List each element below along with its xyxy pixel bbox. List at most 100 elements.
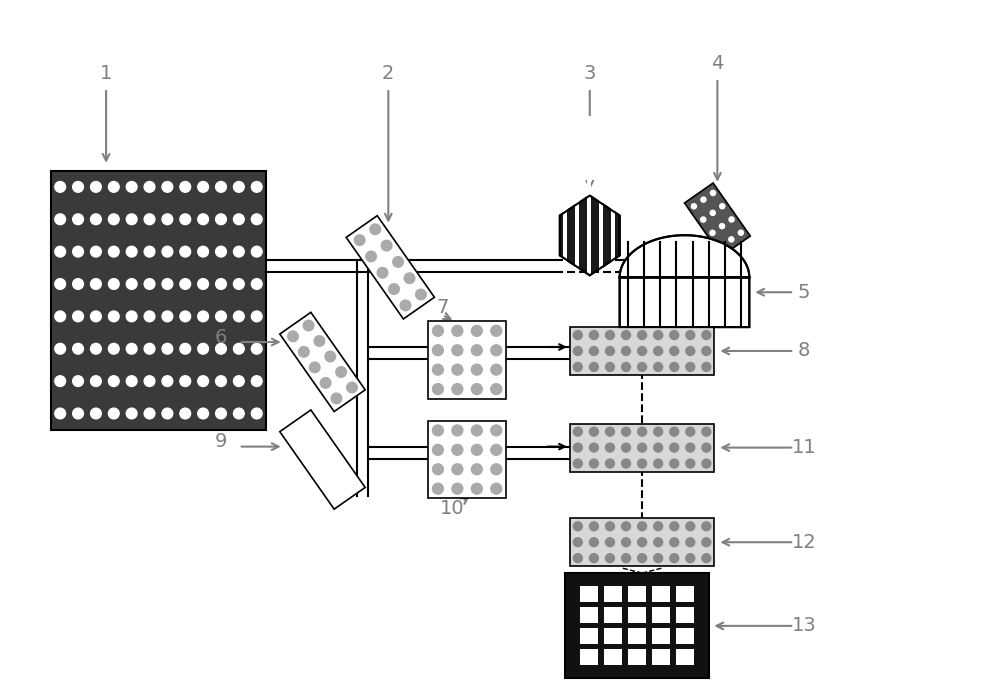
Circle shape <box>432 365 443 375</box>
Circle shape <box>491 425 502 436</box>
Circle shape <box>162 311 173 322</box>
Circle shape <box>216 311 226 322</box>
Circle shape <box>686 362 695 372</box>
Bar <box>570 424 714 471</box>
Circle shape <box>719 243 724 249</box>
Text: 4: 4 <box>711 54 724 72</box>
Circle shape <box>91 311 101 322</box>
Circle shape <box>55 214 66 224</box>
Circle shape <box>233 214 244 224</box>
Bar <box>599 116 603 275</box>
Circle shape <box>180 246 191 257</box>
Circle shape <box>573 330 582 339</box>
Bar <box>652 649 670 665</box>
Circle shape <box>404 273 415 284</box>
Circle shape <box>432 325 443 336</box>
Circle shape <box>471 464 482 475</box>
Circle shape <box>309 362 320 373</box>
Bar <box>676 649 694 665</box>
Circle shape <box>91 246 101 257</box>
Bar <box>652 628 670 644</box>
Circle shape <box>251 344 262 354</box>
Circle shape <box>198 408 208 419</box>
Circle shape <box>622 362 631 372</box>
Circle shape <box>654 459 663 468</box>
Circle shape <box>432 483 443 494</box>
Circle shape <box>381 240 392 251</box>
Circle shape <box>216 376 226 386</box>
Circle shape <box>73 311 83 322</box>
Circle shape <box>606 538 614 546</box>
Circle shape <box>73 376 83 386</box>
Circle shape <box>589 427 598 436</box>
Circle shape <box>432 345 443 355</box>
Bar <box>676 586 694 602</box>
Circle shape <box>389 284 399 294</box>
Bar <box>570 519 714 566</box>
Circle shape <box>198 214 208 224</box>
Circle shape <box>216 279 226 289</box>
Circle shape <box>55 181 66 192</box>
Circle shape <box>126 214 137 224</box>
Circle shape <box>331 393 342 404</box>
Circle shape <box>432 425 443 436</box>
Circle shape <box>471 425 482 436</box>
Circle shape <box>303 320 314 331</box>
Circle shape <box>198 344 208 354</box>
Text: 12: 12 <box>792 533 817 552</box>
Circle shape <box>162 376 173 386</box>
Circle shape <box>670 459 679 468</box>
Circle shape <box>691 204 696 209</box>
Circle shape <box>366 251 376 262</box>
Bar <box>652 607 670 623</box>
Circle shape <box>198 311 208 322</box>
Circle shape <box>233 376 244 386</box>
Circle shape <box>144 214 155 224</box>
Circle shape <box>432 383 443 395</box>
Circle shape <box>491 325 502 336</box>
Circle shape <box>729 237 734 242</box>
Text: 10: 10 <box>440 499 464 518</box>
Circle shape <box>573 427 582 436</box>
Text: 9: 9 <box>215 432 227 451</box>
Circle shape <box>686 427 695 436</box>
Circle shape <box>91 408 101 419</box>
Text: 1: 1 <box>100 63 112 83</box>
Circle shape <box>108 344 119 354</box>
Bar <box>580 649 598 665</box>
Circle shape <box>180 376 191 386</box>
Circle shape <box>108 246 119 257</box>
Circle shape <box>55 408 66 419</box>
Circle shape <box>162 246 173 257</box>
Circle shape <box>710 230 715 236</box>
Circle shape <box>91 181 101 192</box>
Circle shape <box>654 362 663 372</box>
Circle shape <box>638 346 647 355</box>
Circle shape <box>73 246 83 257</box>
Bar <box>575 116 579 275</box>
Circle shape <box>336 367 346 377</box>
Text: 3: 3 <box>584 63 596 83</box>
Circle shape <box>622 553 631 562</box>
Circle shape <box>670 346 679 355</box>
Circle shape <box>377 268 388 278</box>
Circle shape <box>144 246 155 257</box>
Circle shape <box>471 483 482 494</box>
Circle shape <box>622 459 631 468</box>
Circle shape <box>55 279 66 289</box>
Circle shape <box>686 330 695 339</box>
Circle shape <box>686 553 695 562</box>
Circle shape <box>702 427 711 436</box>
Circle shape <box>702 330 711 339</box>
Circle shape <box>198 181 208 192</box>
Circle shape <box>55 344 66 354</box>
Circle shape <box>216 181 226 192</box>
Circle shape <box>589 553 598 562</box>
Circle shape <box>251 246 262 257</box>
Circle shape <box>126 344 137 354</box>
Circle shape <box>622 522 631 530</box>
Circle shape <box>589 538 598 546</box>
Text: 5: 5 <box>798 283 810 302</box>
Circle shape <box>108 408 119 419</box>
Bar <box>628 628 646 644</box>
